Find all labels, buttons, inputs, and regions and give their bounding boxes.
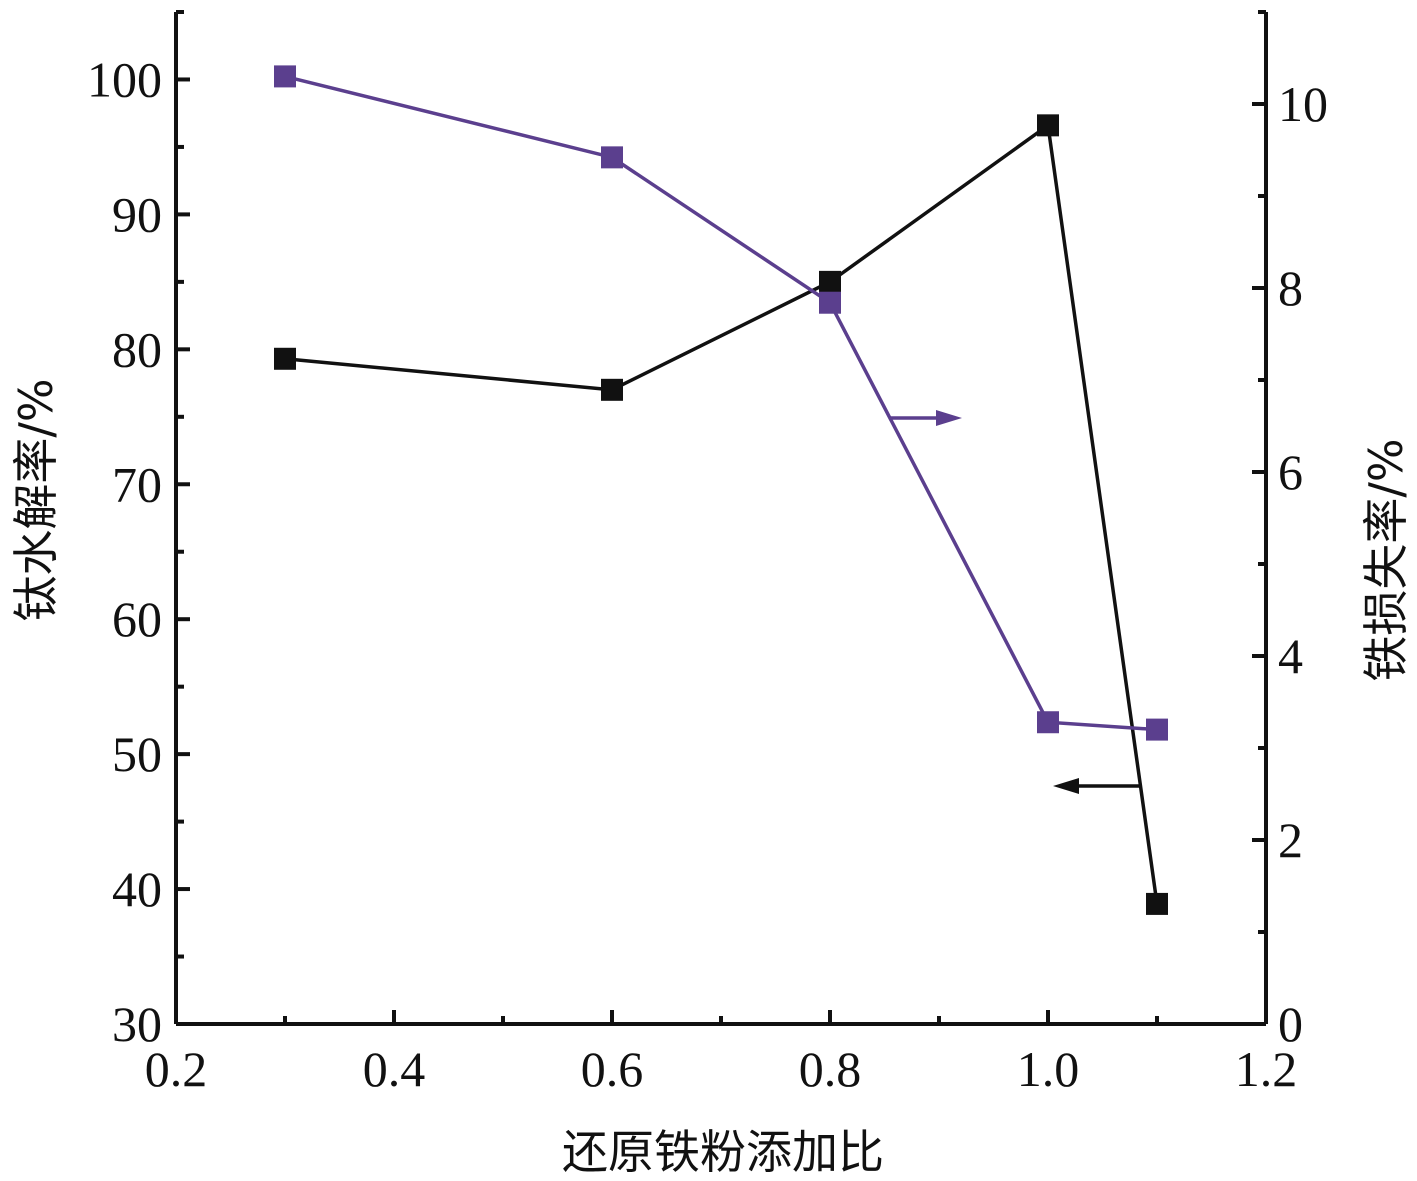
x-axis-title: 还原铁粉添加比: [562, 1125, 884, 1179]
left-y-tick-label: 60: [112, 591, 162, 647]
right-y-tick-label: 4: [1278, 628, 1303, 684]
left-y-tick-label: 50: [112, 726, 162, 782]
right-y-tick-label: 6: [1278, 444, 1303, 500]
right-y-tick-label: 2: [1278, 812, 1303, 868]
right-axis-arrowhead: [936, 410, 962, 426]
left-y-tick-label: 40: [112, 861, 162, 917]
ticks: 0.2 0.4 0.6 0.8 1.0 1.2 30 40 50 60 70 80 90 100 0 2 4 6 8…: [87, 10, 1328, 1097]
x-tick-label: 0.4: [363, 1041, 426, 1097]
series-layer: [274, 65, 1168, 915]
series-0-point: [819, 270, 841, 293]
x-tick-label: 0.2: [145, 1041, 208, 1097]
series-0-line: [284, 122, 1159, 905]
left-axis-title: 钛水解率/%: [9, 378, 63, 621]
series-1-point: [819, 291, 841, 314]
right-axis-title: 铁损失率/%: [1359, 438, 1413, 681]
series-0-point: [274, 347, 296, 370]
x-tick-label: 1.0: [1017, 1041, 1080, 1097]
x-tick-label: 0.6: [581, 1041, 644, 1097]
series-1-line: [284, 74, 1158, 732]
x-tick-label: 1.2: [1235, 1041, 1298, 1097]
series-0-point: [1146, 892, 1168, 915]
right-y-tick-label: 0: [1278, 996, 1303, 1052]
series-1-point: [601, 146, 623, 169]
series-1-point: [1037, 711, 1059, 734]
left-y-tick-label: 90: [112, 186, 162, 242]
right-y-tick-label: 10: [1278, 76, 1328, 132]
x-tick-label: 0.8: [799, 1041, 862, 1097]
series-0-point: [601, 378, 623, 401]
series-1-point: [1146, 718, 1168, 741]
series-1-point: [274, 65, 296, 88]
left-y-tick-label: 30: [112, 996, 162, 1052]
annotations: [890, 410, 1140, 794]
left-y-tick-label: 100: [87, 51, 162, 107]
left-axis-arrowhead: [1053, 778, 1079, 794]
series-0-point: [1037, 114, 1059, 137]
left-y-tick-label: 70: [112, 456, 162, 512]
right-y-tick-label: 8: [1278, 260, 1303, 316]
left-y-tick-label: 80: [112, 321, 162, 377]
